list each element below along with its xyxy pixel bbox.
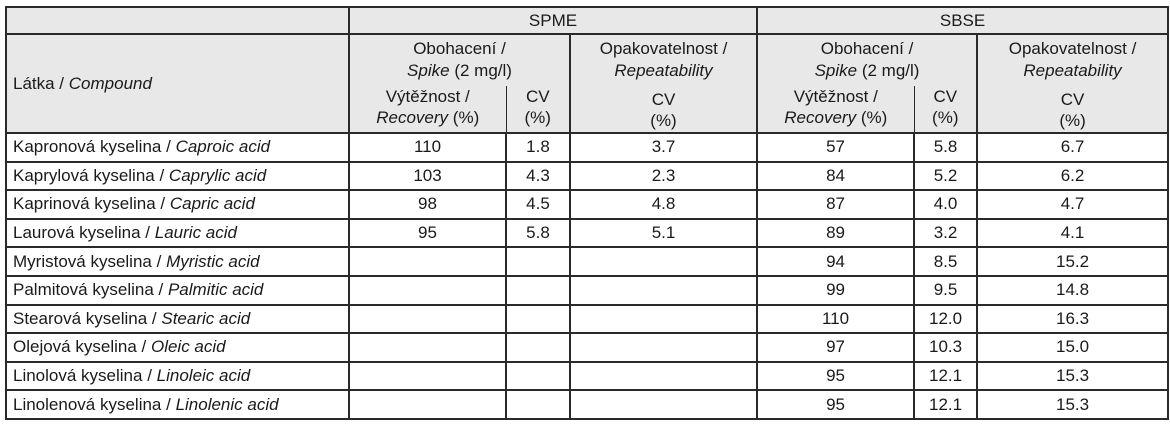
cell-sbse-rep: 6.7 bbox=[976, 132, 1170, 163]
cell-spme-rep bbox=[568, 303, 759, 335]
cell-spme-cv bbox=[505, 274, 571, 306]
compound-name: Kaprinová kyselina / Capric acid bbox=[5, 189, 350, 220]
cell-sbse-rec: 99 bbox=[756, 274, 916, 306]
cell-spme-rec: 95 bbox=[348, 217, 507, 249]
header-sbse-repeatability: Opakovatelnost / Repeatability CV (%) bbox=[976, 33, 1170, 134]
cell-sbse-rec: 110 bbox=[756, 303, 916, 335]
cell-sbse-rec: 94 bbox=[756, 246, 916, 277]
compound-name: Olejová kyselina / Oleic acid bbox=[5, 332, 350, 363]
cell-spme-rep bbox=[568, 360, 759, 392]
cell-sbse-rep: 14.8 bbox=[976, 274, 1170, 306]
cell-sbse-cv: 3.2 bbox=[913, 217, 979, 249]
cell-spme-rep: 2.3 bbox=[568, 160, 759, 192]
cell-spme-rec: 103 bbox=[348, 160, 507, 192]
cell-sbse-rep: 6.2 bbox=[976, 160, 1170, 192]
table-row: Myristová kyselina / Myristic acid 94 8.5 1… bbox=[5, 246, 1170, 277]
cell-sbse-rec: 95 bbox=[756, 389, 916, 420]
cell-sbse-cv: 5.2 bbox=[913, 160, 979, 192]
cell-spme-rep bbox=[568, 274, 759, 306]
cell-spme-rec: 98 bbox=[348, 189, 507, 220]
cell-spme-rec bbox=[348, 389, 507, 420]
header-spme-spike: Obohacení / Spike (2 mg/l) bbox=[348, 32, 571, 87]
cell-sbse-cv: 12.1 bbox=[913, 389, 979, 420]
cell-sbse-rec: 95 bbox=[756, 360, 916, 392]
header-spme: SPME bbox=[347, 6, 759, 35]
header-leaf-row: Výtěžnost / Recovery (%) CV (%) Výtěžnos… bbox=[6, 86, 1168, 134]
cell-spme-cv bbox=[505, 332, 571, 363]
header-sub-row: Látka / Compound Obohacení / Spike (2 mg… bbox=[5, 32, 1170, 134]
cell-sbse-rep: 15.2 bbox=[976, 246, 1170, 277]
cell-sbse-cv: 5.8 bbox=[913, 132, 979, 163]
header-sbse-cv: CV (%) bbox=[913, 86, 979, 134]
cell-sbse-rec: 84 bbox=[756, 160, 916, 192]
table-row: Kapronová kyselina / Caproic acid 110 1.8 3… bbox=[5, 132, 1170, 163]
cell-spme-rep: 5.1 bbox=[568, 217, 759, 249]
table-row: Laurová kyselina / Lauric acid 95 5.8 5.1 89… bbox=[5, 217, 1170, 249]
cell-spme-rep: 3.7 bbox=[568, 132, 759, 163]
cell-sbse-cv: 12.0 bbox=[913, 303, 979, 335]
header-spme-recovery: Výtěžnost / Recovery (%) bbox=[348, 86, 507, 134]
cell-spme-rec bbox=[348, 360, 507, 392]
cell-sbse-rec: 87 bbox=[756, 189, 916, 220]
cell-spme-rep bbox=[568, 389, 759, 420]
cell-spme-rec bbox=[348, 332, 507, 363]
header-sbse: SBSE bbox=[756, 6, 1170, 35]
header-empty-cell bbox=[5, 6, 350, 35]
header-spme-repeatability: Opakovatelnost / Repeatability CV (%) bbox=[568, 33, 759, 134]
compound-name: Linolová kyselina / Linoleic acid bbox=[5, 360, 350, 392]
table-row: Olejová kyselina / Oleic acid 97 10.3 15.0 bbox=[5, 332, 1170, 363]
cell-spme-cv bbox=[505, 246, 571, 277]
cell-sbse-rep: 15.0 bbox=[976, 332, 1170, 363]
compound-name: Linolenová kyselina / Linolenic acid bbox=[5, 389, 350, 420]
results-table: SPME SBSE Látka / Compound Obohacení / S… bbox=[5, 6, 1170, 420]
compound-name: Myristová kyselina / Myristic acid bbox=[5, 246, 350, 277]
compound-name: Stearová kyselina / Stearic acid bbox=[5, 303, 350, 335]
cell-spme-cv: 1.8 bbox=[505, 132, 571, 163]
cell-spme-rec bbox=[348, 274, 507, 306]
cell-sbse-cv: 9.5 bbox=[913, 274, 979, 306]
cell-sbse-cv: 4.0 bbox=[913, 189, 979, 220]
cell-sbse-rep: 4.7 bbox=[976, 189, 1170, 220]
cell-sbse-rec: 89 bbox=[756, 217, 916, 249]
header-sbse-spike: Obohacení / Spike (2 mg/l) bbox=[756, 32, 979, 87]
cell-spme-rec bbox=[348, 303, 507, 335]
cell-sbse-cv: 8.5 bbox=[913, 246, 979, 277]
table-body: Kapronová kyselina / Caproic acid 110 1.8 3… bbox=[5, 132, 1170, 420]
cell-spme-cv: 4.5 bbox=[505, 189, 571, 220]
table-row: Kaprylová kyselina / Caprylic acid 103 4.3… bbox=[5, 160, 1170, 192]
cell-spme-rec: 110 bbox=[348, 132, 507, 163]
compound-name: Kaprylová kyselina / Caprylic acid bbox=[5, 160, 350, 192]
cell-spme-rep bbox=[568, 246, 759, 277]
header-group-row: SPME SBSE bbox=[5, 6, 1170, 35]
cell-spme-cv bbox=[505, 303, 571, 335]
cell-sbse-rep: 16.3 bbox=[976, 303, 1170, 335]
cell-sbse-cv: 10.3 bbox=[913, 332, 979, 363]
compound-name: Palmitová kyselina / Palmitic acid bbox=[5, 274, 350, 306]
cell-sbse-rec: 97 bbox=[756, 332, 916, 363]
cell-sbse-rep: 15.3 bbox=[976, 360, 1170, 392]
cell-spme-cv: 5.8 bbox=[505, 217, 571, 249]
cell-sbse-rep: 4.1 bbox=[976, 217, 1170, 249]
cell-spme-cv bbox=[505, 360, 571, 392]
cell-spme-cv: 4.3 bbox=[505, 160, 571, 192]
table-row: Kaprinová kyselina / Capric acid 98 4.5 4.8… bbox=[5, 189, 1170, 220]
compound-name: Laurová kyselina / Lauric acid bbox=[5, 217, 350, 249]
cell-spme-rep bbox=[568, 332, 759, 363]
table-row: Stearová kyselina / Stearic acid 110 12.0 1… bbox=[5, 303, 1170, 335]
table-row: Palmitová kyselina / Palmitic acid 99 9.5 1… bbox=[5, 274, 1170, 306]
header-spme-cv: CV (%) bbox=[505, 86, 571, 134]
cell-sbse-cv: 12.1 bbox=[913, 360, 979, 392]
cell-spme-cv bbox=[505, 389, 571, 420]
table-row: Linolenová kyselina / Linolenic acid 95 12… bbox=[5, 389, 1170, 420]
table-row: Linolová kyselina / Linoleic acid 95 12.1 1… bbox=[5, 360, 1170, 392]
cell-sbse-rec: 57 bbox=[756, 132, 916, 163]
header-compound: Látka / Compound bbox=[5, 33, 350, 134]
cell-spme-rep: 4.8 bbox=[568, 189, 759, 220]
cell-sbse-rep: 15.3 bbox=[976, 389, 1170, 420]
compound-name: Kapronová kyselina / Caproic acid bbox=[5, 132, 350, 163]
header-sbse-recovery: Výtěžnost / Recovery (%) bbox=[756, 86, 915, 134]
cell-spme-rec bbox=[348, 246, 507, 277]
